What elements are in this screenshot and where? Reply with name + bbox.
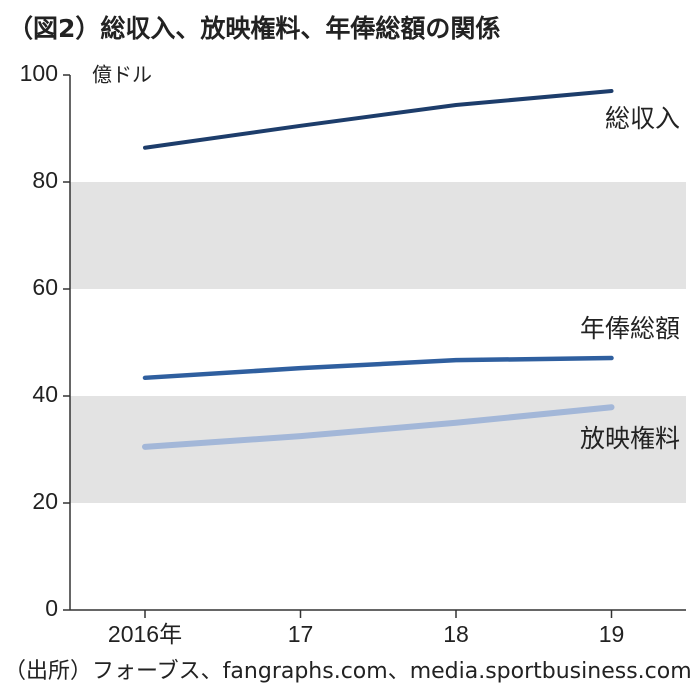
- grid-band: [70, 182, 686, 289]
- y-tick-label: 60: [32, 274, 58, 300]
- source: （出所）フォーブス、fangraphs.com、media.sportbusin…: [4, 659, 692, 684]
- x-tick-label: 17: [288, 621, 314, 647]
- x-tick-label: 19: [599, 621, 625, 647]
- y-tick-label: 0: [45, 595, 58, 621]
- y-tick-label: 20: [32, 488, 58, 514]
- x-tick-label: 18: [443, 621, 469, 647]
- chart-title: （図2）総収入、放映権料、年俸総額の関係: [8, 14, 500, 43]
- y-axis-label: 億ドル: [92, 63, 152, 87]
- series-label: 放映権料: [580, 424, 680, 453]
- grid-band: [70, 396, 686, 503]
- y-tick-label: 100: [20, 60, 58, 86]
- series-line: [143, 89, 614, 150]
- series-label: 総収入: [605, 104, 680, 133]
- x-tick-label: 2016年: [108, 621, 182, 647]
- series-line: [142, 355, 614, 381]
- series-line: [142, 404, 615, 450]
- series-label: 年俸総額: [580, 314, 680, 343]
- y-tick-label: 40: [32, 381, 58, 407]
- y-tick-label: 80: [32, 167, 58, 193]
